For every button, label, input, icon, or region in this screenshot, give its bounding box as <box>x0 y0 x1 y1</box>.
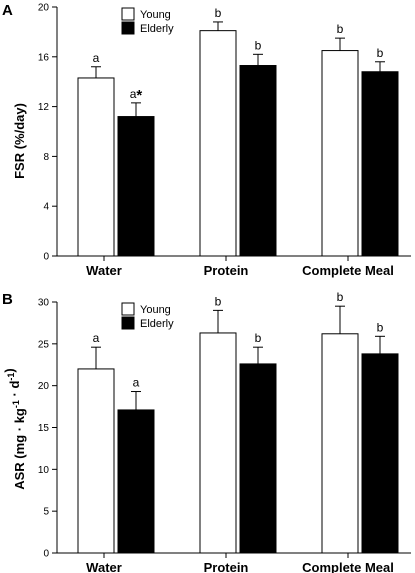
panel-b-letter: B <box>2 291 13 308</box>
panel-b-bar-young-2 <box>321 333 359 554</box>
panel-a-bar-young-0 <box>77 77 115 257</box>
panel-b: B ASR (mg · kg-1 · d-1) 0 5 10 15 20 25 30 Wate… <box>2 290 411 573</box>
panel-b-legend-swatch-elderly <box>121 316 135 330</box>
panel-a-legend-label: Young <box>140 9 171 21</box>
panel-b-category-label: Protein <box>204 560 249 573</box>
panel-b-legend-label: Young <box>140 304 171 316</box>
panel-b-y-tick-label: 30 <box>38 298 50 309</box>
panel-a-category-label: Protein <box>204 263 249 278</box>
panel-b-y-tick-label: 10 <box>38 465 50 476</box>
panel-a-significance-label: b <box>215 6 222 20</box>
panel-b-category-label: Water <box>86 560 122 573</box>
panel-a-category-label: Water <box>86 263 122 278</box>
panel-b-bar-elderly-1 <box>239 363 277 554</box>
panel-b-bar-young-1 <box>199 332 237 554</box>
panel-b-significance-label: b <box>377 320 384 334</box>
panel-a-y-tick-label: 12 <box>38 102 50 113</box>
panel-b-y-tick-label: 0 <box>43 549 49 560</box>
panel-a-bar-elderly-0 <box>117 116 155 257</box>
panel-b-legend-swatch-young <box>121 302 135 316</box>
panel-b-y-tick-label: 25 <box>38 339 50 350</box>
panel-a-significance-label: b <box>377 46 384 60</box>
panel-a-y-tick-label: 8 <box>43 152 49 163</box>
panel-a-bar-young-1 <box>199 30 237 257</box>
panel-a-significance-label: a <box>93 51 100 65</box>
panel-a: A FSR (%/day) 0 4 8 12 16 20 Water Protein Compl… <box>2 2 411 278</box>
panel-a-y-tick-label: 16 <box>38 52 50 63</box>
panel-b-category-label: Complete Meal <box>302 560 394 573</box>
panel-b-bar-elderly-0 <box>117 409 155 554</box>
panel-a-y-tick-label: 4 <box>43 202 49 213</box>
panel-a-bar-young-2 <box>321 50 359 257</box>
panel-a-y-tick-label: 0 <box>43 252 49 263</box>
panel-a-y-axis-label: FSR (%/day) <box>12 103 27 179</box>
panel-b-bar-elderly-2 <box>361 353 399 554</box>
panel-a-legend-label: Elderly <box>140 23 174 35</box>
panel-b-y-tick-label: 15 <box>38 423 50 434</box>
panel-b-y-axis-label: ASR (mg · kg-1 · d-1) <box>2 368 27 490</box>
panel-a-legend-swatch-young <box>121 7 135 21</box>
panel-b-y-tick-label: 20 <box>38 381 50 392</box>
panel-b-significance-label: b <box>337 290 344 304</box>
panel-a-significance-label: b <box>337 22 344 36</box>
panel-a-letter: A <box>2 2 13 19</box>
panel-a-bar-elderly-1 <box>239 65 277 257</box>
panel-b-y-tick-label: 5 <box>43 507 49 518</box>
panel-b-significance-label: b <box>255 331 262 345</box>
panel-a-significance-label: b <box>255 38 262 52</box>
panel-b-bar-young-0 <box>77 368 115 554</box>
panel-a-y-tick-label: 20 <box>38 3 50 14</box>
panel-b-significance-label: a <box>93 331 100 345</box>
panel-b-significance-label: b <box>215 294 222 308</box>
panel-b-significance-label: a <box>133 376 140 390</box>
panel-a-bar-elderly-2 <box>361 71 399 257</box>
panel-a-significance-label: a* <box>130 87 143 104</box>
panel-a-legend-swatch-elderly <box>121 21 135 35</box>
panel-a-category-label: Complete Meal <box>302 263 394 278</box>
panel-b-legend-label: Elderly <box>140 318 174 330</box>
